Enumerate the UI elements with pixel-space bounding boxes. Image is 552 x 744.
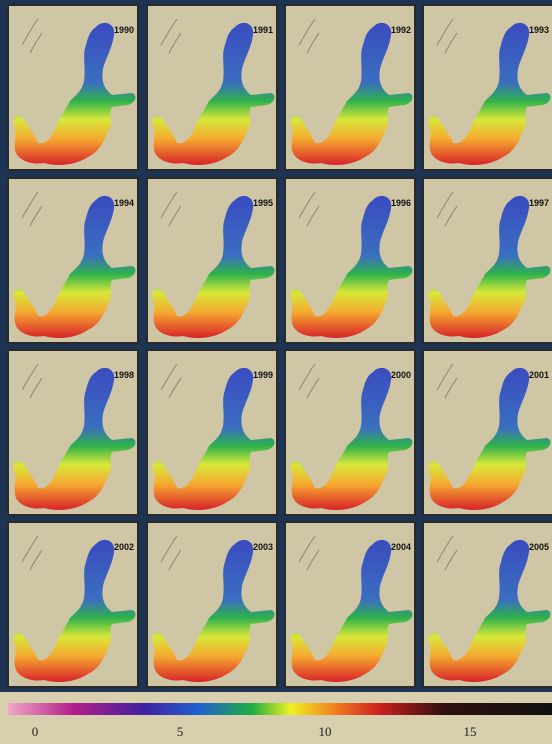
colorbar-tick-label: 10 — [319, 724, 332, 739]
map-panel: 2004 — [285, 522, 415, 687]
figure: 1990 1991 1992 1993 1994 1995 1996 1997 1998 1999… — [0, 0, 552, 744]
year-label: 2005 — [529, 542, 549, 552]
map-panel: 2001 — [423, 350, 552, 515]
map-panel: 1990 — [8, 5, 138, 170]
colorbar-tick-label: 5 — [177, 724, 184, 739]
year-label: 2003 — [253, 542, 273, 552]
year-label: 1992 — [391, 25, 411, 35]
colorbar-tick-label: 15 — [464, 724, 477, 739]
colorbar — [8, 703, 552, 715]
map-panel: 1993 — [423, 5, 552, 170]
map-panel: 1991 — [147, 5, 277, 170]
map-panel: 2005 — [423, 522, 552, 687]
map-panel: 1998 — [8, 350, 138, 515]
year-label: 2004 — [391, 542, 411, 552]
year-label: 2001 — [529, 370, 549, 380]
map-panel: 1997 — [423, 178, 552, 343]
year-label: 1998 — [114, 370, 134, 380]
year-label: 1997 — [529, 198, 549, 208]
year-label: 1991 — [253, 25, 273, 35]
year-label: 1996 — [391, 198, 411, 208]
map-panel: 1999 — [147, 350, 277, 515]
year-label: 1994 — [114, 198, 134, 208]
map-panel: 1996 — [285, 178, 415, 343]
year-label: 2000 — [391, 370, 411, 380]
year-label: 1993 — [529, 25, 549, 35]
map-panel: 2002 — [8, 522, 138, 687]
year-label: 1999 — [253, 370, 273, 380]
map-panel: 2003 — [147, 522, 277, 687]
map-panel: 2000 — [285, 350, 415, 515]
year-label: 2002 — [114, 542, 134, 552]
year-label: 1995 — [253, 198, 273, 208]
map-panel: 1995 — [147, 178, 277, 343]
map-panel: 1994 — [8, 178, 138, 343]
colorbar-tick-label: 0 — [32, 724, 39, 739]
map-panel: 1992 — [285, 5, 415, 170]
year-label: 1990 — [114, 25, 134, 35]
